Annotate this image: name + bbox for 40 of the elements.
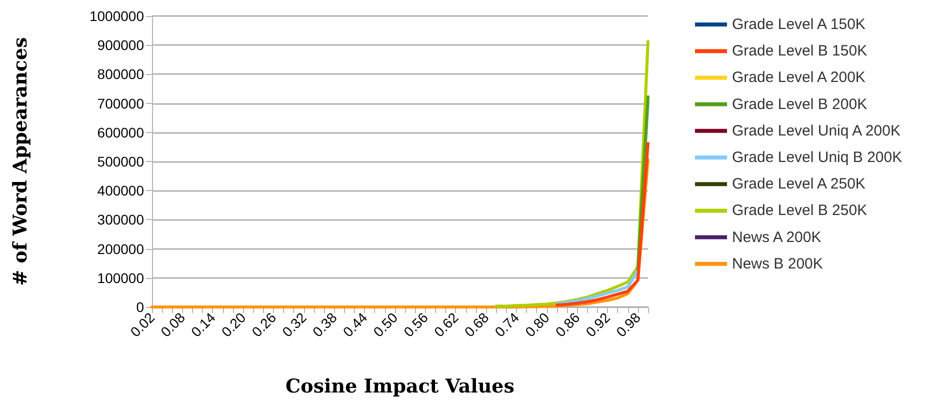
legend-label: News B 200K <box>732 255 823 272</box>
x-axis-title: Cosine Impact Values <box>286 376 514 398</box>
legend-label: Grade Level B 250K <box>732 202 868 220</box>
y-tick-label: 0 <box>136 299 144 315</box>
legend-label: News A 200K <box>732 228 822 246</box>
x-tick-label: 0.44 <box>340 309 370 340</box>
y-tick-label: 300000 <box>97 212 144 228</box>
x-tick-label: 0.26 <box>248 309 280 340</box>
y-tick-label: 100000 <box>97 270 144 286</box>
x-tick-label: 0.20 <box>218 309 249 340</box>
legend-label: Grade Level A 250K <box>732 176 866 193</box>
x-tick-label: 0.80 <box>522 309 553 340</box>
x-tick-label: 0.62 <box>430 309 462 340</box>
y-tick-label: 800000 <box>97 66 144 82</box>
x-tick-label: 0.38 <box>309 309 340 340</box>
x-tick-label: 0.32 <box>278 309 310 340</box>
y-tick-label: 500000 <box>97 154 144 170</box>
x-tick-label: 0.92 <box>582 309 614 340</box>
x-tick-label: 0.56 <box>400 309 432 340</box>
x-tick-label: 0.86 <box>552 309 583 340</box>
legend-label: Grade Level B 200K <box>732 96 868 113</box>
x-tick-label: 0.14 <box>188 309 219 340</box>
legend-label: Grade Level A 150K <box>732 16 866 33</box>
y-tick-label: 400000 <box>97 182 144 199</box>
x-tick-label: 0.74 <box>492 309 522 340</box>
y-tick-label: 700000 <box>97 95 144 112</box>
y-tick-label: 600000 <box>97 124 144 140</box>
x-tick-label: 0.98 <box>612 309 644 340</box>
legend-label: Grade Level B 150K <box>732 42 868 60</box>
x-tick-label: 0.08 <box>157 309 188 340</box>
legend-label: Grade Level Uniq A 200K <box>732 122 900 140</box>
legend-label: Grade Level A 200K <box>732 69 866 86</box>
x-tick-label: 0.50 <box>370 309 401 340</box>
legend-label: Grade Level Uniq B 200K <box>732 149 902 166</box>
y-tick-label: 200000 <box>97 240 144 257</box>
y-tick-label: 1000000 <box>89 8 144 24</box>
y-axis-title: # of Word Appearances <box>10 37 32 286</box>
y-tick-label: 900000 <box>97 37 144 54</box>
line-series <box>555 142 650 306</box>
x-tick-label: 0.68 <box>461 309 492 340</box>
